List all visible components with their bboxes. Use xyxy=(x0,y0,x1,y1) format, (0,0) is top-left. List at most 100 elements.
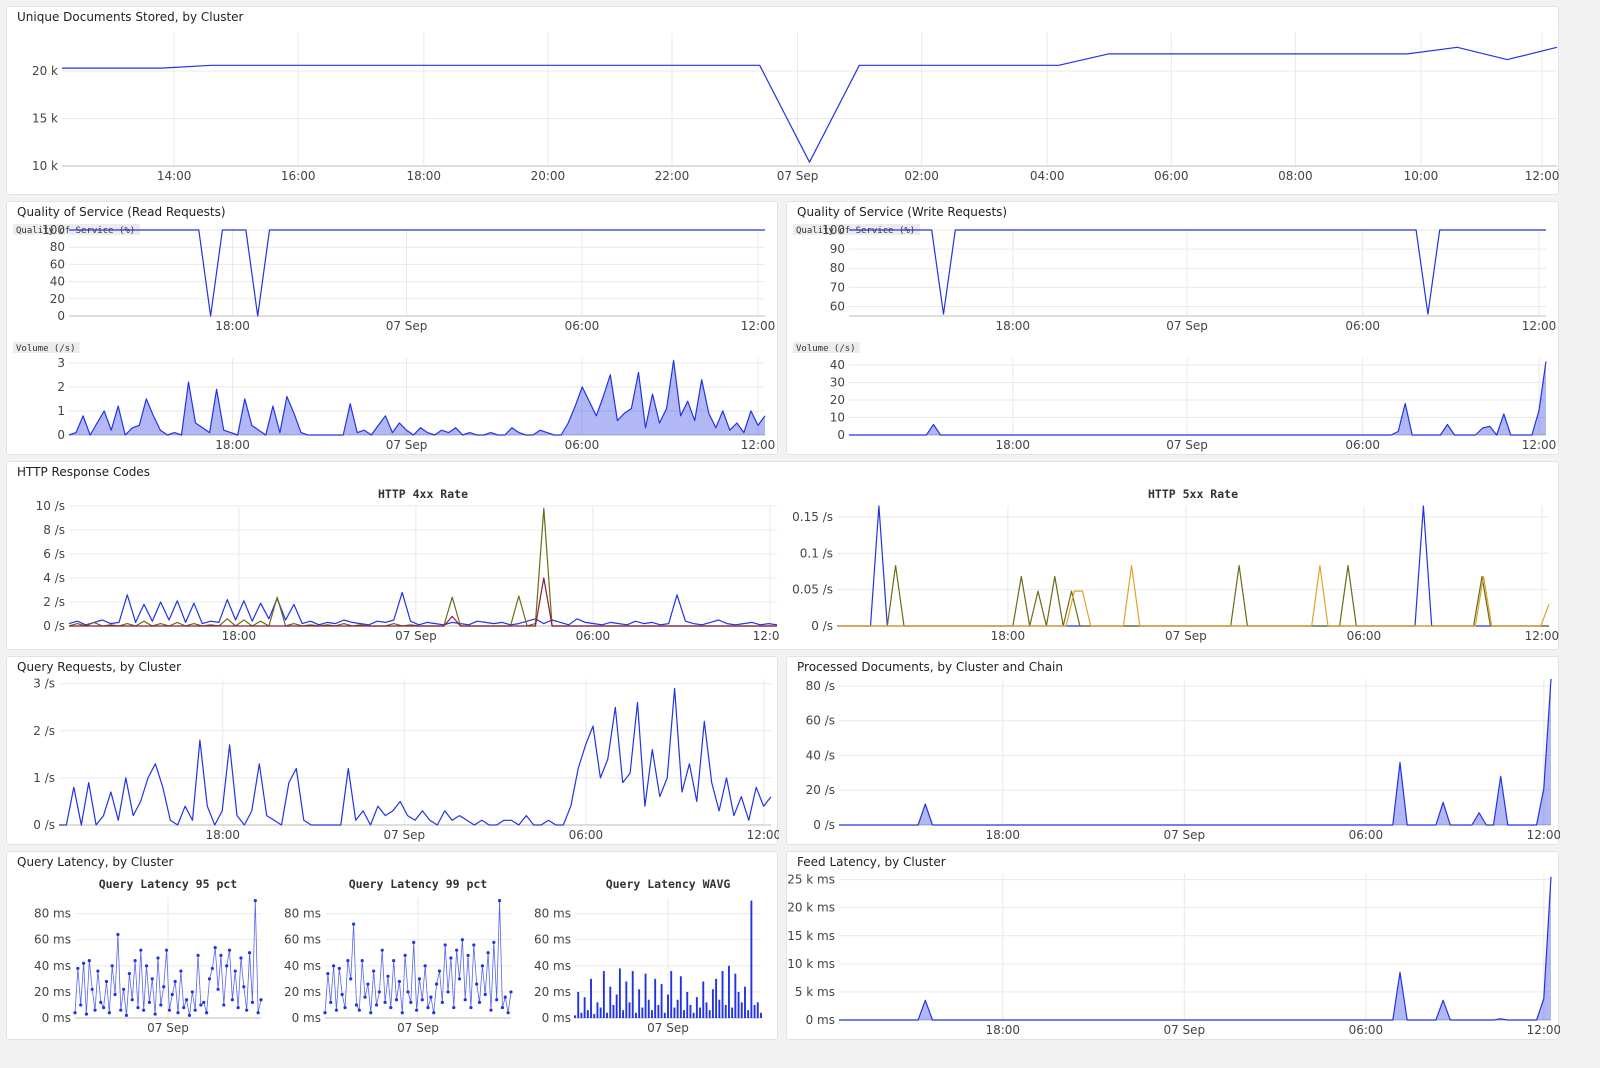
y-tick-label: 0.15 /s xyxy=(792,510,833,524)
data-bar xyxy=(628,1002,631,1018)
data-point xyxy=(329,1000,333,1004)
panel-query-latency: Query Latency, by Cluster Query Latency … xyxy=(6,851,778,1040)
x-tick-label: 07 Sep xyxy=(147,1021,189,1035)
x-tick-label: 18:00 xyxy=(995,319,1030,333)
x-tick-label: 18:00 xyxy=(215,319,250,333)
chart-subtitle: Query Latency 99 pct xyxy=(349,877,488,891)
data-point xyxy=(230,998,234,1002)
data-bar xyxy=(734,973,737,1018)
y-tick-label: 100 xyxy=(42,223,65,237)
y-tick-label: 0 /s xyxy=(33,818,55,832)
series-line xyxy=(839,876,1552,1021)
data-bar xyxy=(727,965,730,1018)
series-line xyxy=(849,361,1547,436)
y-tick-label: 0 xyxy=(837,428,845,442)
y-tick-label: 15 k xyxy=(32,112,58,126)
chart-unique-documents[interactable]: 14:00 16:00 18:00 20:00 22:00 07 Sep 02:00 04:0… xyxy=(7,7,1560,196)
x-tick-label: 07 Sep xyxy=(1166,438,1208,452)
chart-qos-write-volume[interactable]: Volume (/s) 18:00 07 Sep 06:00 12:00 0 10 20 30 4… xyxy=(787,340,1560,454)
data-bar xyxy=(647,999,650,1018)
chart-qos-write-pct[interactable]: Quality of Service (%) 18:00 07 Sep 06:00 12… xyxy=(787,222,1560,347)
x-tick-label: 14:00 xyxy=(157,169,192,183)
y-tick-label: 3 xyxy=(57,356,65,370)
panel-feed-latency: Feed Latency, by Cluster 18:00 07 Sep 06:0… xyxy=(786,851,1560,1041)
x-tick-label: 18:00 xyxy=(985,1023,1020,1037)
x-tick-label: 07 Sep xyxy=(383,828,425,842)
series-area xyxy=(849,361,1546,435)
axis-tag: Volume (/s) xyxy=(796,344,856,354)
x-tick-label: 12:00 xyxy=(1522,319,1557,333)
chart-latency-99[interactable]: Query Latency 99 pct 07 Sep 0 ms 20 ms 40 ms… xyxy=(257,870,513,1040)
data-bar xyxy=(737,991,740,1018)
chart-subtitle: HTTP 4xx Rate xyxy=(378,487,468,501)
data-bar xyxy=(618,968,621,1018)
panel-title: Feed Latency, by Cluster xyxy=(797,855,946,869)
data-bar xyxy=(695,997,698,1018)
series-line xyxy=(837,505,1549,627)
data-point xyxy=(383,1000,387,1004)
data-point xyxy=(463,998,467,1002)
series-area xyxy=(69,360,765,435)
x-tick-label: 06:00 xyxy=(1345,438,1380,452)
data-bar xyxy=(673,1007,676,1018)
chart-feed-latency[interactable]: 18:00 07 Sep 06:00 12:00 0 ms 5 k ms 10 k ms 15… xyxy=(787,852,1560,1041)
y-tick-label: 60 ms xyxy=(534,933,571,947)
chart-subtitle: Query Latency 95 pct xyxy=(99,877,238,891)
y-tick-label: 80 ms xyxy=(284,907,321,921)
x-tick-label: 07 Sep xyxy=(386,438,428,452)
x-tick-label: 06:00 xyxy=(576,629,611,643)
x-tick-label: 06:00 xyxy=(1345,319,1380,333)
x-tick-label: 06:00 xyxy=(565,438,600,452)
series-line xyxy=(68,359,766,436)
data-bar xyxy=(686,991,689,1018)
data-bar xyxy=(612,1004,615,1018)
data-bar xyxy=(634,1012,637,1018)
panel-title: Quality of Service (Write Requests) xyxy=(797,205,1008,219)
y-tick-label: 15 k ms xyxy=(787,929,835,943)
y-tick-label: 40 ms xyxy=(34,959,71,973)
x-tick-label: 12:00 xyxy=(753,629,779,643)
y-tick-label: 2 /s xyxy=(43,595,65,609)
data-bar xyxy=(740,1002,743,1018)
data-bar xyxy=(753,1004,756,1018)
x-tick-label: 12:00 xyxy=(741,438,776,452)
y-tick-label: 20 xyxy=(830,393,845,407)
x-tick-label: 06:00 xyxy=(1154,169,1189,183)
x-tick-label: 12:00 xyxy=(1525,169,1560,183)
panel-qos-read: Quality of Service (Read Requests) Quali… xyxy=(6,201,778,455)
x-tick-label: 10:00 xyxy=(1404,169,1439,183)
y-tick-label: 25 k ms xyxy=(787,873,835,887)
data-bar xyxy=(683,1010,685,1018)
chart-latency-95[interactable]: Query Latency 95 pct 07 Sep 0 ms 20 ms 40 ms… xyxy=(7,870,263,1040)
data-bar xyxy=(711,989,714,1018)
data-bar xyxy=(760,1012,762,1018)
y-tick-label: 0 ms xyxy=(292,1011,321,1025)
y-tick-label: 0 ms xyxy=(42,1011,71,1025)
y-tick-label: 40 ms xyxy=(284,959,321,973)
data-bar xyxy=(641,1007,644,1018)
data-bar xyxy=(747,1010,750,1018)
chart-qos-read-pct[interactable]: Quality of Service (%) 18:00 07 Sep 06:00 12… xyxy=(7,222,779,347)
chart-qos-read-volume[interactable]: Volume (/s) 18:00 07 Sep 06:00 12:00 0 1 2 3 xyxy=(7,340,779,454)
data-bar xyxy=(638,989,641,1018)
y-tick-label: 10 k xyxy=(32,159,58,173)
y-tick-label: 2 /s xyxy=(33,724,55,738)
y-tick-label: 0.05 /s xyxy=(792,583,833,597)
x-tick-label: 16:00 xyxy=(281,169,316,183)
y-tick-label: 80 xyxy=(830,261,845,275)
chart-query-requests[interactable]: 18:00 07 Sep 06:00 12:00 0 /s 1 /s 2 /s 3 /s xyxy=(7,657,779,846)
y-tick-label: 60 xyxy=(830,299,845,313)
chart-latency-wavg[interactable]: Query Latency WAVG 07 Sep 0 ms 20 ms 40 ms 60… xyxy=(507,870,769,1040)
chart-processed-documents[interactable]: 18:00 07 Sep 06:00 12:00 0 /s 20 /s 40 /s 60 /s… xyxy=(787,657,1560,846)
x-tick-label: 12:00 xyxy=(1522,438,1557,452)
data-bar xyxy=(718,999,721,1018)
x-tick-label: 22:00 xyxy=(655,169,690,183)
data-bar xyxy=(622,1010,625,1018)
data-point xyxy=(130,998,134,1002)
chart-http-4xx[interactable]: HTTP 4xx Rate 18:00 07 Sep 06:00 12:00 0 /s 2 … xyxy=(7,480,779,650)
chart-http-5xx[interactable]: HTTP 5xx Rate 18:00 07 Sep 06:00 12:00 0 /s 0.… xyxy=(787,480,1559,650)
x-tick-label: 08:00 xyxy=(1278,169,1313,183)
y-tick-label: 30 xyxy=(830,376,845,390)
x-tick-label: 07 Sep xyxy=(397,1021,439,1035)
data-bar xyxy=(744,986,746,1018)
